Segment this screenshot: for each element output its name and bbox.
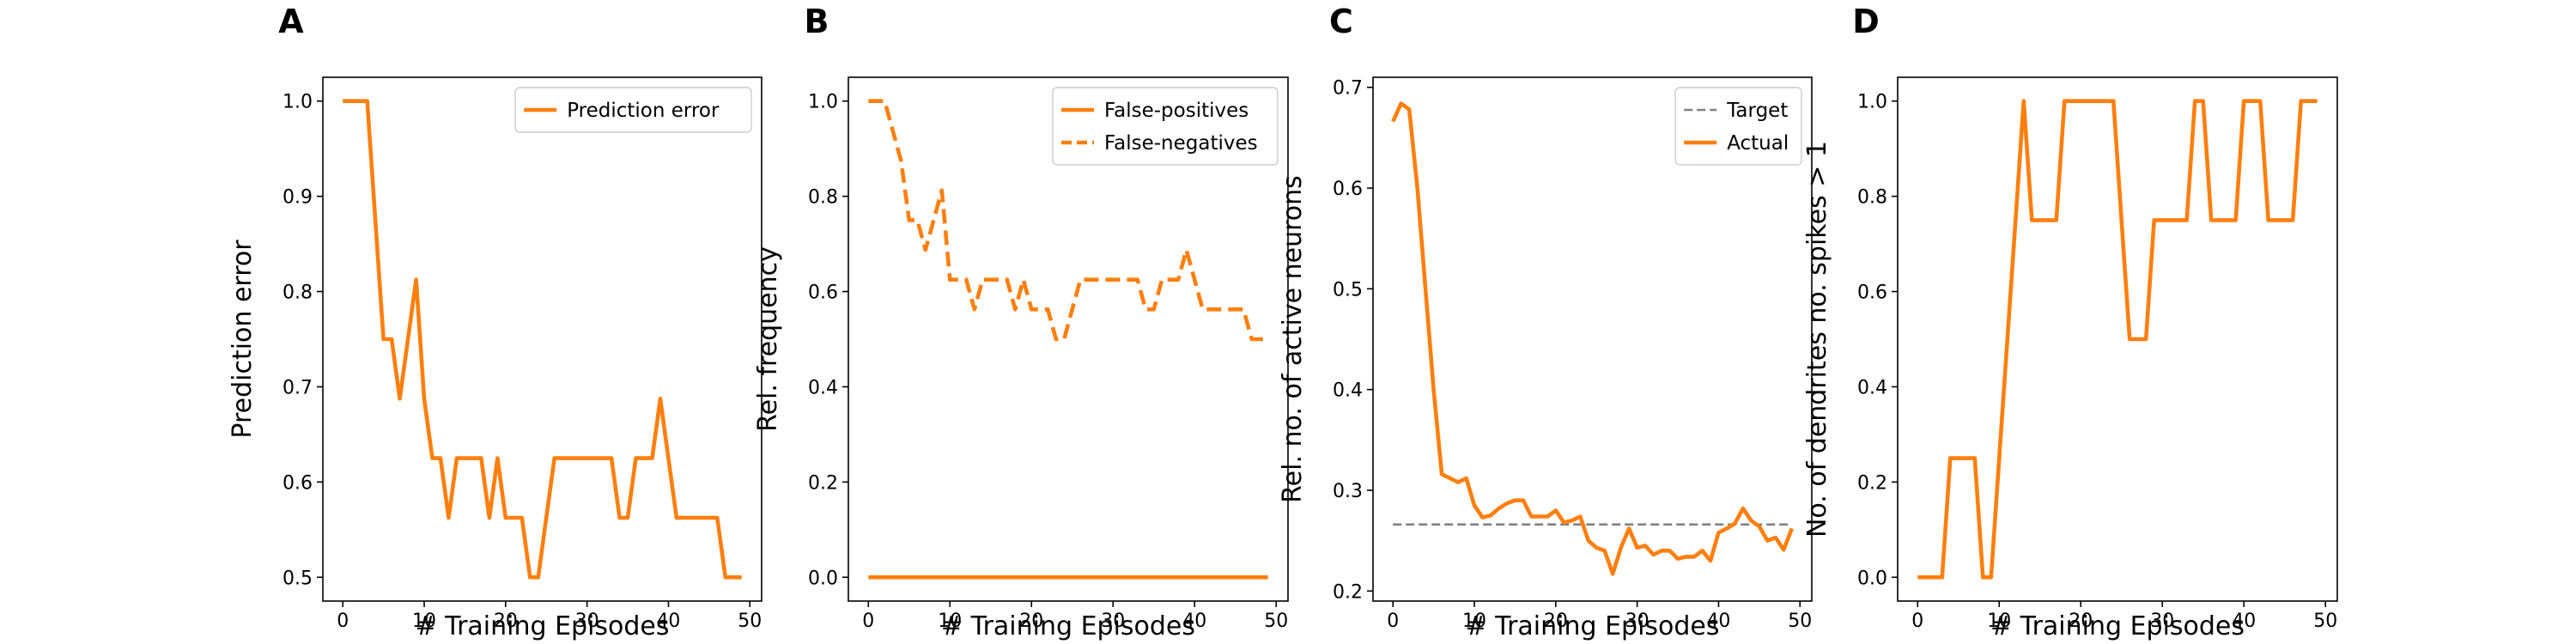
x-axis-label: # Training Episodes: [1465, 611, 1719, 641]
x-tick-label: 50: [2313, 611, 2337, 632]
plot-frame: [848, 76, 1289, 602]
y-axis-label: Prediction error: [228, 240, 258, 439]
y-axis-label: Rel. frequency: [753, 246, 783, 432]
x-tick-label: 10: [412, 611, 436, 632]
x-tick-label: 20: [2069, 611, 2093, 632]
y-tick-label: 0.5: [283, 568, 313, 589]
x-axis-label: # Training Episodes: [941, 611, 1195, 641]
x-tick-label: 20: [1019, 611, 1043, 632]
legend: Prediction error: [514, 87, 752, 133]
y-tick-label: 0.8: [283, 283, 313, 304]
panel-c: C 0 10 20 30 40 50 0.2 0.3 0.4 0.5 0.6 0.7 # Training…: [1278, 3, 1813, 641]
legend-label: False-negatives: [1104, 132, 1258, 155]
panel-d: D 0 10 20 30 40 50 0.0 0.2 0.4 0.6 0.8 1.0 # Training…: [1802, 3, 2338, 641]
plot-frame: [1372, 76, 1813, 602]
y-tick-label: 0.5: [1333, 279, 1363, 301]
x-tick-label: 10: [1987, 611, 2011, 632]
panel-letter: D: [1852, 3, 1880, 40]
x-tick-label: 20: [494, 611, 518, 632]
x-tick-label: 10: [938, 611, 962, 632]
panel-letter: C: [1329, 3, 1353, 40]
panel-b: B 0 10 20 30 40 50 0.0 0.2 0.4 0.6 0.8 1.0 # Training…: [753, 3, 1289, 641]
series-line-prediction-error: [343, 99, 742, 580]
legend-box: [1674, 87, 1802, 166]
x-axis-label: # Training Episodes: [1990, 611, 2245, 641]
y-tick-label: 0.7: [1333, 78, 1363, 100]
legend-label: Prediction error: [567, 100, 720, 122]
x-tick-label: 30: [1625, 611, 1649, 632]
x-tick-label: 0: [337, 611, 349, 632]
x-tick-label: 40: [1182, 611, 1206, 632]
series-line-data: [1917, 99, 2318, 580]
y-tick-label: 1.0: [283, 92, 313, 113]
y-tick-label: 0.8: [1857, 187, 1887, 209]
panel-letter: A: [278, 3, 304, 40]
x-tick-label: 20: [1544, 611, 1568, 632]
x-tick-label: 50: [1788, 611, 1812, 632]
y-tick-label: 0.9: [283, 187, 313, 209]
x-tick-label: 30: [2150, 611, 2174, 632]
legend-box: [1052, 87, 1279, 166]
x-tick-label: 40: [2232, 611, 2256, 632]
y-tick-label: 0.4: [1333, 380, 1363, 402]
legend-box: [514, 87, 752, 133]
y-tick-label: 1.0: [808, 92, 838, 113]
y-axis-label: Rel. no. of active neurons: [1278, 175, 1308, 503]
x-tick-label: 50: [1264, 611, 1288, 632]
y-tick-label: 0.2: [808, 472, 838, 494]
y-tick-label: 0.0: [1857, 568, 1887, 589]
y-tick-label: 0.3: [1333, 481, 1363, 502]
y-tick-label: 0.0: [808, 568, 838, 589]
plot-frame: [322, 76, 762, 602]
legend-label: Actual: [1727, 132, 1789, 155]
legend-label: Target: [1726, 100, 1788, 122]
y-tick-label: 0.4: [1857, 377, 1887, 398]
y-tick-label: 0.2: [1857, 472, 1887, 494]
x-tick-label: 0: [862, 611, 874, 632]
y-tick-label: 0.7: [283, 377, 313, 398]
y-tick-label: 0.6: [808, 283, 838, 304]
legend: False-positives False-negatives: [1052, 87, 1279, 166]
x-tick-label: 40: [1706, 611, 1730, 632]
y-tick-label: 0.2: [1333, 581, 1363, 603]
series-line-false-negatives: [868, 99, 1268, 342]
legend-label: False-positives: [1104, 100, 1249, 122]
y-tick-label: 0.8: [808, 187, 838, 209]
x-tick-label: 0: [1387, 611, 1399, 632]
y-axis-label: No. of dendrites no. spikes > 1: [1802, 141, 1832, 538]
plot-frame: [1897, 76, 2338, 602]
x-tick-label: 50: [738, 611, 762, 632]
x-axis-label: # Training Episodes: [415, 611, 669, 641]
legend: Target Actual: [1674, 87, 1802, 166]
x-tick-label: 40: [656, 611, 680, 632]
y-tick-label: 0.6: [1333, 179, 1363, 200]
y-tick-label: 1.0: [1857, 92, 1887, 113]
x-tick-label: 0: [1911, 611, 1923, 632]
panel-letter: B: [805, 3, 829, 40]
x-tick-label: 30: [575, 611, 599, 632]
x-tick-label: 10: [1462, 611, 1486, 632]
x-tick-label: 30: [1101, 611, 1125, 632]
panel-a: A 0 10 20 30 40 50 0.5 0.6 0.7 0.8 0.9 1.0 # Training…: [228, 3, 762, 641]
y-tick-label: 0.6: [1857, 283, 1887, 304]
y-tick-label: 0.4: [808, 377, 838, 398]
y-tick-label: 0.6: [283, 472, 313, 494]
series-line-actual: [1391, 101, 1794, 576]
